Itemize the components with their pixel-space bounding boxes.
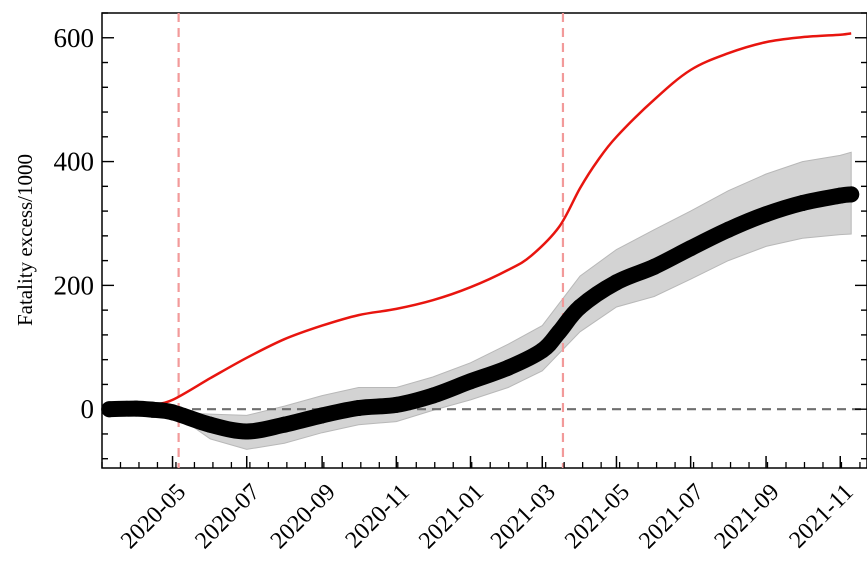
y-axis: 0 200 400 600	[54, 12, 867, 460]
estimated-excess-point	[843, 186, 860, 203]
x-tick-label: 2020-11	[341, 479, 415, 553]
y-axis-label: Fatality excess/1000	[13, 154, 37, 326]
estimated-excess-point	[758, 206, 775, 223]
estimated-excess-point	[551, 323, 568, 340]
y-tick-label: 200	[54, 270, 95, 300]
estimated-excess-point	[202, 416, 219, 433]
estimated-excess-point	[608, 274, 625, 291]
x-tick-label: 2021-05	[560, 479, 635, 554]
observed-excess-line	[109, 32, 852, 411]
x-axis: 2020-05 2020-07 2020-09 2020-11 2021-012021-…	[101, 456, 861, 554]
estimated-excess-point	[388, 396, 405, 413]
x-tick-label: 2021-01	[414, 479, 489, 554]
x-tick-label: 2021-09	[710, 479, 785, 554]
estimated-excess-point	[720, 221, 737, 238]
estimated-excess-point	[424, 387, 441, 404]
plot-area	[101, 12, 867, 469]
estimated-excess-point	[794, 195, 811, 212]
estimated-excess-point	[462, 373, 479, 390]
plot-frame	[101, 12, 867, 469]
x-tick-label: 2020-09	[266, 479, 341, 554]
y-tick-label: 400	[54, 147, 95, 177]
reference-lines-layer	[102, 13, 867, 468]
x-tick-label: 2021-03	[486, 479, 561, 554]
x-tick-label: 2021-11	[784, 479, 858, 553]
confidence-band	[170, 151, 852, 450]
series-layer	[101, 32, 860, 440]
estimated-excess-point	[145, 401, 162, 418]
x-tick-label: 2020-07	[190, 479, 265, 554]
x-tick-label: 2021-07	[634, 479, 709, 554]
estimated-excess-point	[128, 400, 145, 417]
estimated-excess-point	[350, 399, 367, 416]
y-tick-label: 600	[54, 23, 95, 53]
x-tick-label: 2020-05	[116, 479, 191, 554]
estimated-excess-point	[276, 416, 293, 433]
confidence-band-layer	[170, 151, 852, 450]
estimated-excess-point	[238, 423, 255, 440]
estimated-excess-point	[646, 258, 663, 275]
estimated-excess-point	[164, 404, 181, 421]
estimated-excess-point	[314, 407, 331, 424]
estimated-excess-point	[682, 240, 699, 257]
estimated-excess-point	[500, 359, 517, 376]
estimated-excess-point	[534, 342, 551, 359]
estimated-excess-point	[571, 299, 588, 316]
y-tick-label: 0	[81, 394, 95, 424]
